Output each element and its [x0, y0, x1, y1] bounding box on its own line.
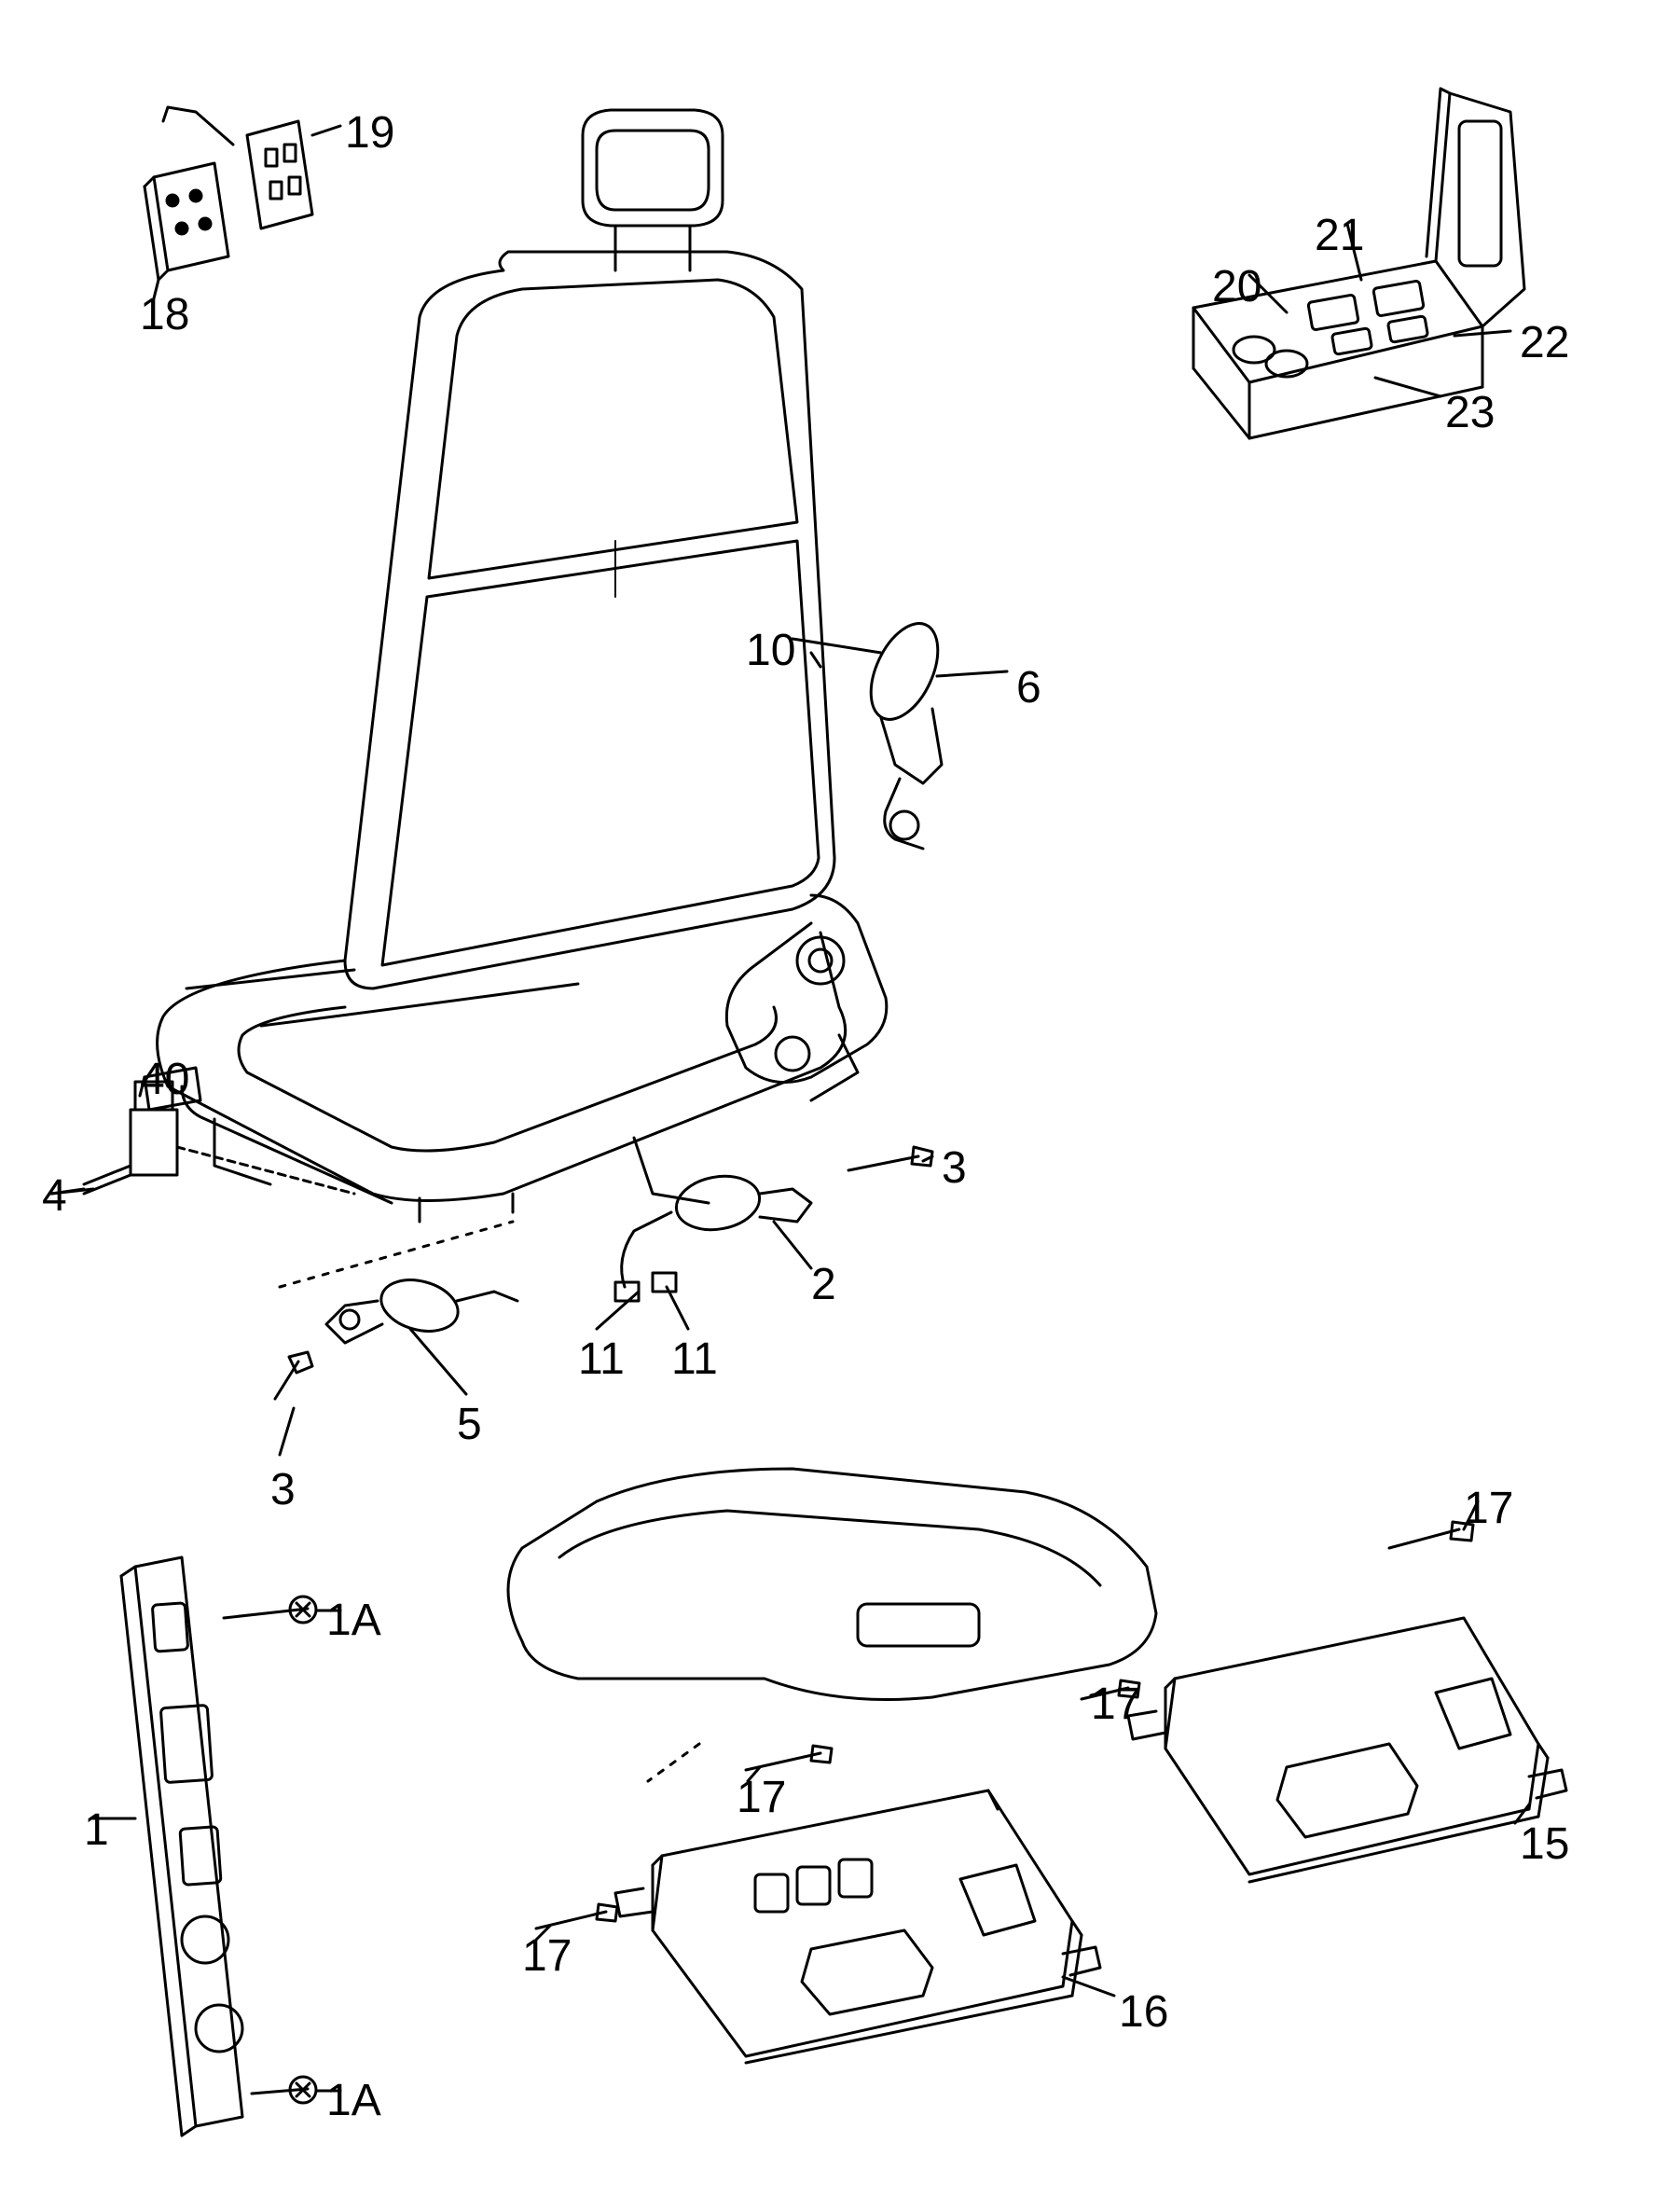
- callout-1: 1: [84, 1804, 109, 1856]
- callout-23: 23: [1445, 387, 1495, 438]
- screw-1a-bottom: [252, 2077, 316, 2103]
- callout-10: 10: [746, 625, 795, 676]
- screw-1a-top: [224, 1597, 316, 1623]
- callout-11b: 11: [671, 1334, 718, 1385]
- drive-4: [51, 1082, 354, 1194]
- callout-18: 18: [140, 289, 189, 340]
- bracket-19: [163, 107, 312, 228]
- switch-16: [615, 1790, 1100, 2063]
- callout-40: 40: [140, 1054, 189, 1105]
- screw-17-d: [536, 1904, 617, 1929]
- callout-20: 20: [1212, 261, 1261, 312]
- motor-5: [326, 1272, 517, 1343]
- screw-17-a: [1389, 1522, 1473, 1548]
- callout-16: 16: [1119, 1986, 1168, 2038]
- callout-2: 2: [811, 1259, 836, 1310]
- callout-1Ab: 1A: [326, 2075, 381, 2126]
- callout-11: 11: [578, 1334, 625, 1385]
- motor-2: [615, 1170, 811, 1301]
- callout-21: 21: [1315, 210, 1364, 261]
- callout-6: 6: [1016, 662, 1041, 713]
- connector-18: [145, 163, 228, 280]
- callout-3: 3: [942, 1142, 967, 1194]
- switch-15: [1128, 1618, 1566, 1882]
- callout-5: 5: [457, 1399, 482, 1450]
- callout-17d: 17: [522, 1930, 572, 1982]
- callout-1A: 1A: [326, 1595, 381, 1646]
- callout-22: 22: [1520, 317, 1569, 368]
- callout-4: 4: [42, 1170, 67, 1222]
- parts-diagram: 18 19 21 20 22 23 10 6 40 4 3 2 11 11 5 …: [0, 0, 1654, 2212]
- callout-19: 19: [345, 107, 394, 159]
- callout-15: 15: [1520, 1818, 1569, 1870]
- illustration-svg: [0, 0, 1654, 2212]
- callout-17c: 17: [737, 1772, 786, 1823]
- callout-3b: 3: [270, 1464, 296, 1515]
- side-trim: [508, 1469, 1156, 1700]
- screw-3-left: [275, 1352, 312, 1399]
- callout-17b: 17: [1091, 1679, 1140, 1730]
- motor-6: [858, 613, 952, 849]
- control-panel-1: [121, 1557, 242, 2136]
- screw-3-right: [848, 1147, 932, 1170]
- callout-17a: 17: [1464, 1483, 1513, 1534]
